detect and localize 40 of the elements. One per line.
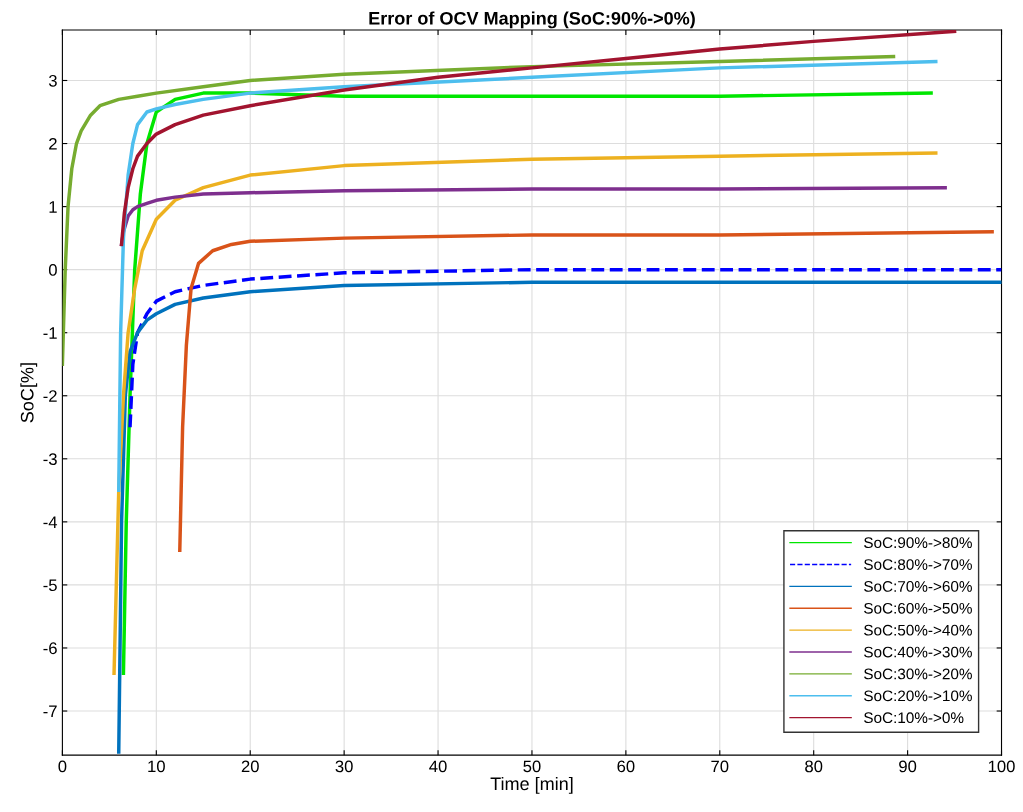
y-tick-label: -1: [43, 327, 57, 339]
x-tick-label: 100: [988, 760, 1015, 773]
y-tick-label: -4: [43, 516, 58, 528]
chart-title: Error of OCV Mapping (SoC:90%->0%): [369, 11, 695, 29]
legend-label: SoC:10%->0%: [864, 712, 964, 724]
legend-label: SoC:90%->80%: [864, 537, 972, 549]
y-tick-label: 1: [49, 201, 57, 213]
line-series: [119, 30, 957, 247]
x-tick-label: 0: [58, 760, 67, 773]
legend-label: SoC:70%->60%: [864, 581, 972, 592]
x-tick-label: 30: [335, 760, 353, 773]
y-tick-label: 0: [48, 264, 57, 276]
line-series: [178, 230, 994, 552]
legend-label: SoC:20%->10%: [864, 690, 972, 702]
line-series: [117, 59, 938, 493]
x-tick-label: 50: [523, 760, 541, 773]
y-tick-label: 2: [49, 137, 57, 150]
x-tick-label: 60: [617, 760, 635, 773]
legend-label: SoC:60%->50%: [864, 602, 972, 614]
x-tick-label: 80: [805, 760, 823, 773]
x-tick-label: 70: [711, 760, 729, 773]
x-tick-label: 20: [241, 760, 259, 773]
legend-label: SoC:80%->70%: [864, 559, 972, 570]
line-series: [62, 54, 896, 366]
y-tick-label: -2: [43, 390, 57, 402]
x-axis-title: Time [min]: [490, 776, 573, 794]
y-tick-label: -3: [43, 453, 57, 466]
x-tick-label: 40: [429, 760, 447, 773]
legend-label: SoC:50%->40%: [864, 624, 972, 636]
y-tick-label: -6: [43, 642, 57, 655]
legend-label: SoC:30%->20%: [864, 668, 972, 680]
x-tick-label: 90: [899, 760, 917, 773]
y-axis-title: SoC[%]: [20, 363, 38, 423]
line-series: [128, 267, 1002, 430]
line-series: [117, 280, 1002, 754]
legend-label: SoC:40%->30%: [864, 646, 972, 658]
x-tick-label: 10: [148, 760, 165, 773]
y-tick-label: -7: [43, 705, 57, 718]
y-tick-label: 3: [48, 74, 57, 87]
y-tick-label: -5: [43, 579, 57, 592]
